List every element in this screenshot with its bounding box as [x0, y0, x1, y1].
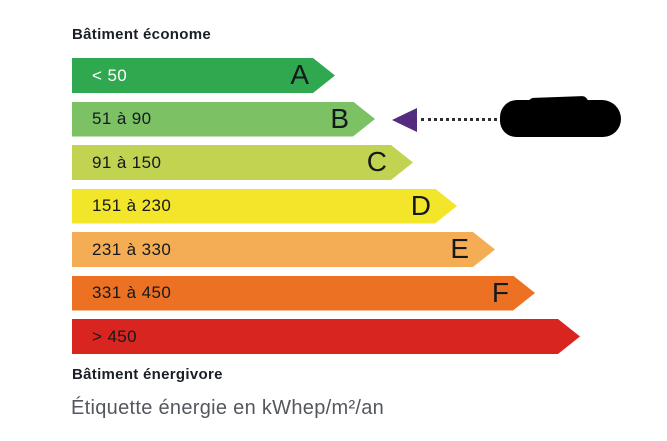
economical-building-label: Bâtiment économe [72, 26, 211, 43]
class-g-range: > 450 [92, 326, 138, 346]
energy-label-caption: Étiquette énergie en kWhep/m²/an [71, 397, 385, 419]
redacted-value [500, 100, 621, 137]
class-d-letter: D [410, 189, 431, 221]
class-f-letter: F [491, 276, 509, 308]
energy-class-bar-a: < 50 A [72, 58, 335, 93]
energy-class-bar-d: 151 à 230 D [72, 189, 457, 224]
energy-class-bar-b: 51 à 90 B [72, 102, 375, 137]
energy-class-scale: < 50 A 51 à 90 B 91 à 150 C 151 à 230 D … [72, 58, 580, 354]
class-c-range: 91 à 150 [92, 152, 162, 172]
class-e-range: 231 à 330 [92, 239, 172, 259]
class-a-letter: A [290, 59, 309, 90]
energy-class-bar-f: 331 à 450 F [72, 276, 535, 311]
energy-intensive-building-label: Bâtiment énergivore [72, 366, 223, 383]
pointer-dotted-line [421, 118, 503, 121]
energy-class-bar-c: 91 à 150 C [72, 145, 413, 180]
class-pointer-icon [392, 108, 417, 132]
class-c-letter: C [366, 146, 387, 177]
class-d-range: 151 à 230 [92, 196, 172, 215]
class-e-letter: E [450, 233, 469, 264]
energy-class-bar-g: > 450 [72, 319, 580, 354]
class-b-range: 51 à 90 [92, 109, 152, 128]
energy-class-bar-e: 231 à 330 E [72, 232, 495, 267]
class-a-range: < 50 [92, 65, 128, 85]
class-b-letter: B [330, 102, 349, 134]
class-f-range: 331 à 450 [92, 283, 172, 302]
